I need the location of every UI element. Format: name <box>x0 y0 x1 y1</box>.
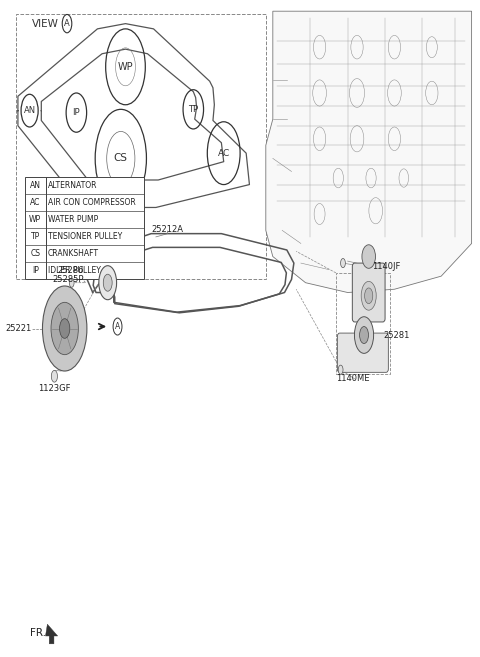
Text: ALTERNATOR: ALTERNATOR <box>48 181 97 190</box>
Bar <box>336 273 390 374</box>
Text: A: A <box>115 322 120 331</box>
Ellipse shape <box>341 258 346 267</box>
Ellipse shape <box>99 265 117 300</box>
Text: IP: IP <box>32 266 39 275</box>
Text: TENSIONER PULLEY: TENSIONER PULLEY <box>48 232 122 240</box>
Ellipse shape <box>42 286 87 371</box>
Text: 1140ME: 1140ME <box>336 374 370 384</box>
Ellipse shape <box>103 274 112 291</box>
Text: WATER PUMP: WATER PUMP <box>48 215 98 224</box>
Text: CS: CS <box>30 249 40 258</box>
FancyBboxPatch shape <box>337 333 388 373</box>
Text: AIR CON COMPRESSOR: AIR CON COMPRESSOR <box>48 198 135 207</box>
Ellipse shape <box>60 319 70 338</box>
Ellipse shape <box>338 365 343 374</box>
Ellipse shape <box>361 281 376 310</box>
Text: AC: AC <box>217 148 230 158</box>
Text: 25212A: 25212A <box>152 225 183 233</box>
Ellipse shape <box>354 317 373 353</box>
Text: 1140JF: 1140JF <box>372 262 400 271</box>
Ellipse shape <box>69 278 74 287</box>
Text: A: A <box>64 19 70 28</box>
Text: CRANKSHAFT: CRANKSHAFT <box>48 249 99 258</box>
Text: 1123GF: 1123GF <box>38 384 71 393</box>
Ellipse shape <box>51 302 78 355</box>
Ellipse shape <box>360 327 369 344</box>
Text: AN: AN <box>30 181 41 190</box>
Ellipse shape <box>362 245 375 268</box>
FancyBboxPatch shape <box>352 263 385 322</box>
Text: AN: AN <box>24 106 36 115</box>
Polygon shape <box>266 11 471 292</box>
Text: IP: IP <box>72 108 80 117</box>
Ellipse shape <box>365 288 373 304</box>
Bar <box>15 14 266 279</box>
Text: TP: TP <box>188 105 198 114</box>
Text: FR.: FR. <box>30 627 46 638</box>
Text: CS: CS <box>114 153 128 164</box>
Text: 25285P: 25285P <box>52 275 84 284</box>
Text: 25286: 25286 <box>57 267 84 275</box>
Text: VIEW: VIEW <box>32 18 59 29</box>
Ellipse shape <box>51 371 58 382</box>
Bar <box>25 177 144 279</box>
Text: 25281: 25281 <box>384 330 410 340</box>
Polygon shape <box>46 624 58 644</box>
Text: AC: AC <box>30 198 40 207</box>
Text: WP: WP <box>118 62 133 72</box>
Text: WP: WP <box>29 215 41 224</box>
Text: 25221: 25221 <box>6 324 32 333</box>
Text: TP: TP <box>31 232 40 240</box>
Text: IDLER PULLEY: IDLER PULLEY <box>48 266 101 275</box>
